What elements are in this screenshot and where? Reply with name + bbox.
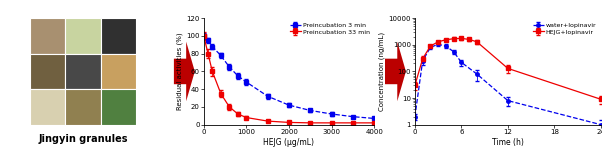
- X-axis label: Time (h): Time (h): [492, 138, 524, 147]
- Bar: [65, 89, 101, 125]
- Polygon shape: [174, 42, 195, 101]
- Bar: [101, 54, 136, 89]
- Bar: [65, 18, 101, 54]
- Text: Jingyin granules: Jingyin granules: [39, 133, 128, 143]
- Bar: [101, 89, 136, 125]
- Y-axis label: Concentration (ng/mL): Concentration (ng/mL): [379, 32, 385, 111]
- Legend: water+lopinavir, HEJG+lopinavir: water+lopinavir, HEJG+lopinavir: [532, 21, 598, 36]
- Y-axis label: Residual activities (%): Residual activities (%): [177, 33, 184, 110]
- Bar: [65, 54, 101, 89]
- Polygon shape: [385, 42, 406, 101]
- X-axis label: HEJG (μg/mL): HEJG (μg/mL): [264, 138, 314, 147]
- Legend: Preincubation 3 min, Preincubation 33 min: Preincubation 3 min, Preincubation 33 mi…: [288, 21, 371, 36]
- Bar: [30, 89, 65, 125]
- Bar: [101, 18, 136, 54]
- Bar: [30, 18, 65, 54]
- Bar: [30, 54, 65, 89]
